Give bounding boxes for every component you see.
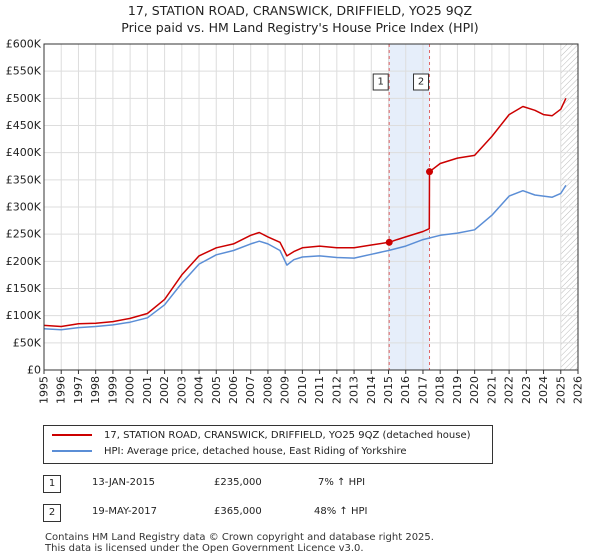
transaction-hpi: 48% ↑ HPI [314,506,368,517]
footer-copyright: Contains HM Land Registry data © Crown c… [45,532,434,543]
legend-label-property: 17, STATION ROAD, CRANSWICK, DRIFFIELD, … [104,430,471,441]
x-tick-label: 2000 [124,376,137,404]
x-tick-label: 2002 [158,376,171,404]
x-tick-label: 2014 [365,376,378,404]
legend-label-hpi: HPI: Average price, detached house, East… [104,446,407,457]
x-tick-label: 1995 [38,376,51,404]
x-tick-label: 2025 [554,376,567,404]
x-tick-label: 2017 [416,376,429,404]
series-line-hpi [43,184,567,331]
y-tick-label: £50K [13,336,42,349]
x-tick-label: 1999 [106,376,119,404]
x-tick-label: 2023 [520,376,533,404]
footer-licence: This data is licensed under the Open Gov… [45,543,364,554]
x-tick-label: 1996 [55,376,68,404]
x-tick-label: 2005 [210,376,223,404]
x-tick-label: 2016 [399,376,412,404]
x-tick-label: 2024 [537,376,550,404]
y-tick-label: £450K [6,119,42,132]
annotation-box [413,73,430,91]
x-tick-label: 1998 [89,376,102,404]
x-tick-label: 2020 [468,376,481,404]
x-tick-label: 2003 [175,376,188,404]
x-tick-label: 2019 [451,376,464,404]
y-tick-label: £400K [6,146,42,159]
price-chart: 1995 1996 1997 1998 1999 2000 2001 2002 2003 2004… [6,38,585,405]
x-tick-label: 2001 [141,376,154,404]
annotation-label: 2 [418,77,424,88]
x-tick-label: 2009 [279,376,292,404]
y-tick-label: £300K [6,201,42,214]
plot-frame [43,43,579,371]
series-line-property [43,97,567,328]
y-tick-label: £600K [6,38,42,51]
legend-swatch-hpi [52,450,92,452]
transaction-marker-1: 1 [43,475,61,493]
x-tick-label: 2006 [227,376,240,404]
chart-legend: 17, STATION ROAD, CRANSWICK, DRIFFIELD, … [43,425,493,464]
x-tick-label: 2008 [261,376,274,404]
transaction-price: £235,000 [214,477,262,488]
transaction-marker-2: 2 [43,504,61,522]
sale-point [385,238,393,246]
x-tick-label: 2012 [330,376,343,404]
x-tick-label: 2022 [503,376,516,404]
chart-title: 17, STATION ROAD, CRANSWICK, DRIFFIELD, … [127,3,473,18]
annotation-box [372,73,389,91]
transaction-date: 13-JAN-2015 [92,477,156,488]
transaction-hpi: 7% ↑ HPI [318,477,366,488]
x-tick-label: 2004 [193,376,206,404]
x-tick-label: 2015 [382,376,395,404]
x-tick-label: 2018 [434,376,447,404]
y-tick-label: £200K [6,255,42,268]
y-tick-label: £500K [6,92,42,105]
y-tick-label: £150K [6,282,42,295]
y-tick-label: £0 [27,364,41,377]
y-tick-label: £250K [6,228,42,241]
annotation-label: 1 [378,77,384,88]
transaction-date: 19-MAY-2017 [92,506,158,517]
x-tick-label: 2011 [313,376,326,404]
x-tick-label: 2026 [572,376,585,404]
x-tick-label: 1997 [72,376,85,404]
y-tick-label: £100K [6,309,42,322]
transaction-price: £365,000 [214,506,262,517]
y-tick-label: £550K [6,65,42,78]
y-tick-label: £350K [6,173,42,186]
legend-item-property: 17, STATION ROAD, CRANSWICK, DRIFFIELD, … [52,429,471,443]
legend-item-hpi: HPI: Average price, detached house, East… [52,445,407,459]
x-tick-label: 2013 [348,376,361,404]
x-tick-label: 2010 [296,376,309,404]
x-tick-label: 2007 [244,376,257,404]
sale-point [426,168,434,176]
legend-swatch-property [52,434,92,436]
x-tick-label: 2021 [485,376,498,404]
chart-subtitle: Price paid vs. HM Land Registry's House … [121,20,479,35]
